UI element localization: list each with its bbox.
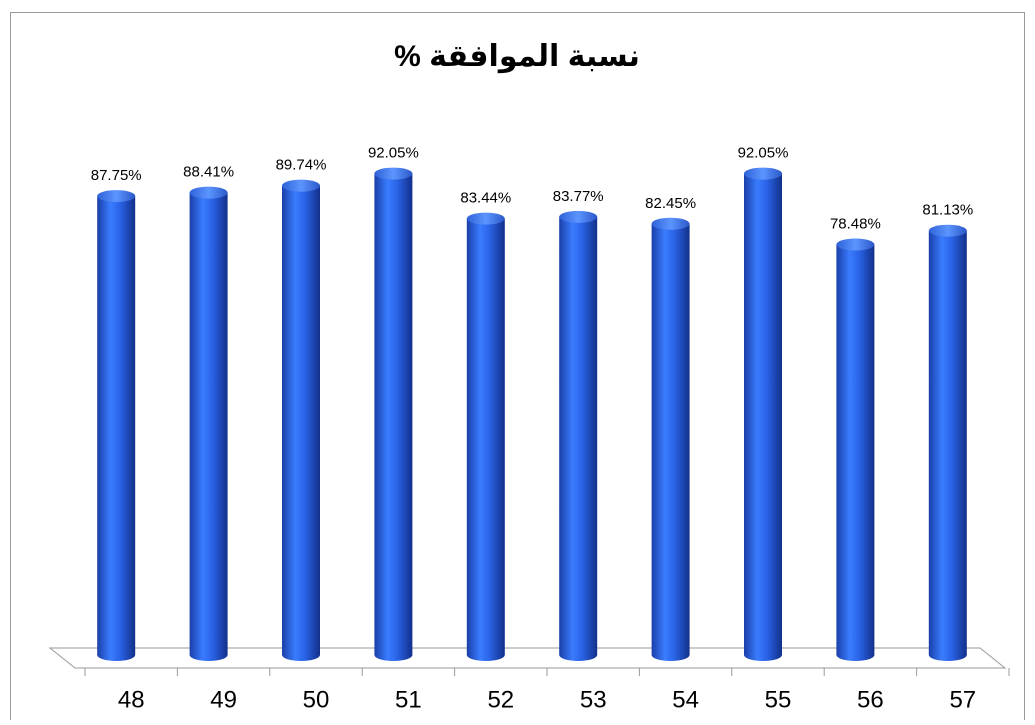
x-tick-label: 50: [303, 686, 330, 713]
value-label: 81.13%: [922, 202, 973, 219]
chart-title: نسبة الموافقة %: [394, 40, 640, 73]
bar: [97, 196, 136, 661]
value-label: 92.05%: [738, 145, 789, 162]
value-label: 82.45%: [645, 195, 696, 212]
bar: [559, 216, 598, 661]
bar: [928, 230, 967, 661]
bar-cap: [836, 238, 875, 251]
bar-cap: [744, 167, 782, 180]
value-label: 87.75%: [91, 167, 142, 184]
bar: [744, 173, 782, 662]
value-label: 83.44%: [460, 190, 511, 207]
value-label: 78.48%: [830, 216, 881, 233]
x-tick-label: 54: [672, 686, 699, 713]
bar-cap: [374, 167, 413, 180]
bar: [836, 244, 875, 661]
bar: [189, 192, 228, 661]
bar-cap: [928, 224, 967, 237]
x-tick-label: 56: [857, 686, 884, 713]
x-tick-label: 52: [487, 686, 514, 713]
bar: [651, 223, 690, 661]
bar-cap: [559, 210, 598, 223]
x-tick-label: 55: [765, 686, 792, 713]
x-tick-label: 57: [949, 686, 976, 713]
bar: [374, 173, 413, 662]
x-tick-label: 51: [395, 686, 422, 713]
x-tick-label: 49: [210, 686, 237, 713]
x-tick-label: 53: [580, 686, 607, 713]
bar: [466, 218, 505, 661]
value-label: 89.74%: [276, 157, 327, 174]
bar: [282, 185, 320, 662]
value-label: 83.77%: [553, 188, 604, 205]
bar-cap: [97, 190, 136, 203]
bar-cap: [651, 217, 690, 230]
bar-cap: [189, 186, 228, 199]
bar-cap: [282, 179, 320, 192]
value-label: 92.05%: [368, 145, 419, 162]
bar-cap: [466, 212, 505, 225]
value-label: 88.41%: [183, 164, 234, 181]
x-tick-label: 48: [118, 686, 145, 713]
